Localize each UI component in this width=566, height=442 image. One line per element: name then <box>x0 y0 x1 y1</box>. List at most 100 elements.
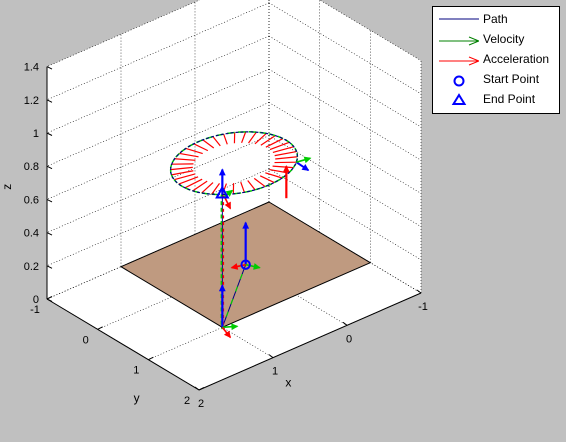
z-tick-mark <box>46 66 53 70</box>
legend-item-path: Path <box>433 9 559 29</box>
grid-line <box>120 266 274 358</box>
start-velocity-arrow-head <box>253 263 261 270</box>
grid-line <box>46 68 270 167</box>
acceleration-vector <box>274 150 297 157</box>
legend-path-line-icon <box>439 18 479 20</box>
acceleration-vector <box>272 146 294 154</box>
acceleration-vector <box>171 170 194 176</box>
end-point-marker <box>215 185 230 199</box>
grid-line <box>46 35 270 134</box>
z-tick-mark <box>46 265 53 269</box>
acceleration-vector <box>269 141 290 151</box>
z-tick-mark <box>46 198 53 203</box>
grid-line <box>268 35 422 128</box>
legend-label-end-point: End Point <box>483 92 536 106</box>
side-acceleration-arrow-head <box>282 165 290 173</box>
x-tick-label: 1 <box>272 366 278 378</box>
grid-line <box>148 262 371 360</box>
grid-line <box>319 0 422 61</box>
acceleration-vector <box>248 131 257 144</box>
y-tick-label: -1 <box>30 304 40 316</box>
path-segment <box>169 131 299 196</box>
legend-end-triangle-icon <box>451 93 467 105</box>
z-tick-label: 0.8 <box>24 161 39 173</box>
axis-line <box>198 292 422 391</box>
x-tick-mark <box>416 289 422 294</box>
side-velocity-arrow-head <box>303 156 312 164</box>
legend-label-velocity: Velocity <box>483 32 525 46</box>
acceleration-vector <box>211 183 220 195</box>
z-tick-mark <box>46 132 53 136</box>
legend-item-end-point: End Point <box>433 89 559 109</box>
legend-label-start-point: Start Point <box>483 72 540 86</box>
acceleration-vector <box>185 147 203 155</box>
acceleration-vector <box>247 180 256 191</box>
acceleration-vector <box>202 139 215 149</box>
x-tick-mark <box>342 321 348 326</box>
legend-item-acceleration: Acceleration <box>433 49 559 69</box>
side-z-arrow-head <box>301 164 310 171</box>
velocity-vector <box>225 311 229 317</box>
y-tick-mark <box>97 326 103 330</box>
acceleration-vector <box>174 173 196 181</box>
grid-line <box>46 168 270 267</box>
legend-acceleration-arrow-icon <box>439 56 479 66</box>
start-point-marker <box>240 259 251 270</box>
grid-line <box>46 102 270 200</box>
corner-z-arrow-head <box>218 284 226 292</box>
back-pane <box>269 0 421 293</box>
grid-line <box>46 0 201 67</box>
back-pane <box>47 0 269 299</box>
acceleration-vector <box>265 138 284 148</box>
grid-line <box>268 68 422 161</box>
acceleration-vector <box>192 180 208 192</box>
acceleration-vector <box>178 176 199 185</box>
axis-line <box>46 298 200 391</box>
velocity-vector <box>230 298 234 305</box>
y-tick-mark <box>148 356 154 361</box>
z-tick-label: 0.2 <box>24 261 39 273</box>
z-tick-mark <box>46 232 53 236</box>
top-acceleration-arrow-head <box>224 201 231 210</box>
grid-line <box>46 201 270 300</box>
y-axis-label: y <box>134 391 140 405</box>
acceleration-vector <box>253 177 266 188</box>
grid-line <box>46 135 270 233</box>
acceleration-vector <box>193 143 209 152</box>
acceleration-vector <box>241 131 247 144</box>
acceleration-vector <box>174 158 196 161</box>
legend: Path Velocity Acceleration Start Point E… <box>432 6 560 114</box>
legend-start-circle-icon <box>453 75 465 87</box>
grid-line <box>268 168 422 261</box>
corner-velocity-arrow-head <box>231 323 239 331</box>
grid-lines <box>46 0 422 391</box>
acceleration-vector <box>184 178 203 189</box>
acceleration-vector <box>240 181 245 193</box>
trajectory <box>169 131 312 339</box>
x-tick-label: -1 <box>418 301 428 313</box>
z-tick-label: 0 <box>33 294 39 306</box>
legend-velocity-arrow-icon <box>439 36 479 46</box>
velocity-vector <box>239 273 243 280</box>
grid-line <box>46 2 270 101</box>
acceleration-vector <box>201 182 214 194</box>
acceleration-vector <box>272 165 294 169</box>
velocity-vector <box>235 286 239 292</box>
top-z-arrow-head <box>218 168 226 176</box>
acceleration-vector <box>254 132 267 145</box>
y-tick-label: 1 <box>133 365 139 377</box>
z-tick-label: 1 <box>33 128 39 140</box>
acceleration-vector <box>259 175 275 184</box>
corner-acceleration-arrow-head <box>223 330 232 339</box>
grid-line <box>97 232 320 330</box>
acceleration-vector <box>265 172 283 179</box>
acceleration-vector <box>170 166 193 171</box>
grid-line <box>194 234 348 326</box>
axes-panes <box>47 0 421 390</box>
legend-item-velocity: Velocity <box>433 29 559 49</box>
acceleration-vector <box>212 136 221 147</box>
top-velocity-arrow-head <box>225 189 234 197</box>
x-tick-label: 0 <box>346 333 352 345</box>
